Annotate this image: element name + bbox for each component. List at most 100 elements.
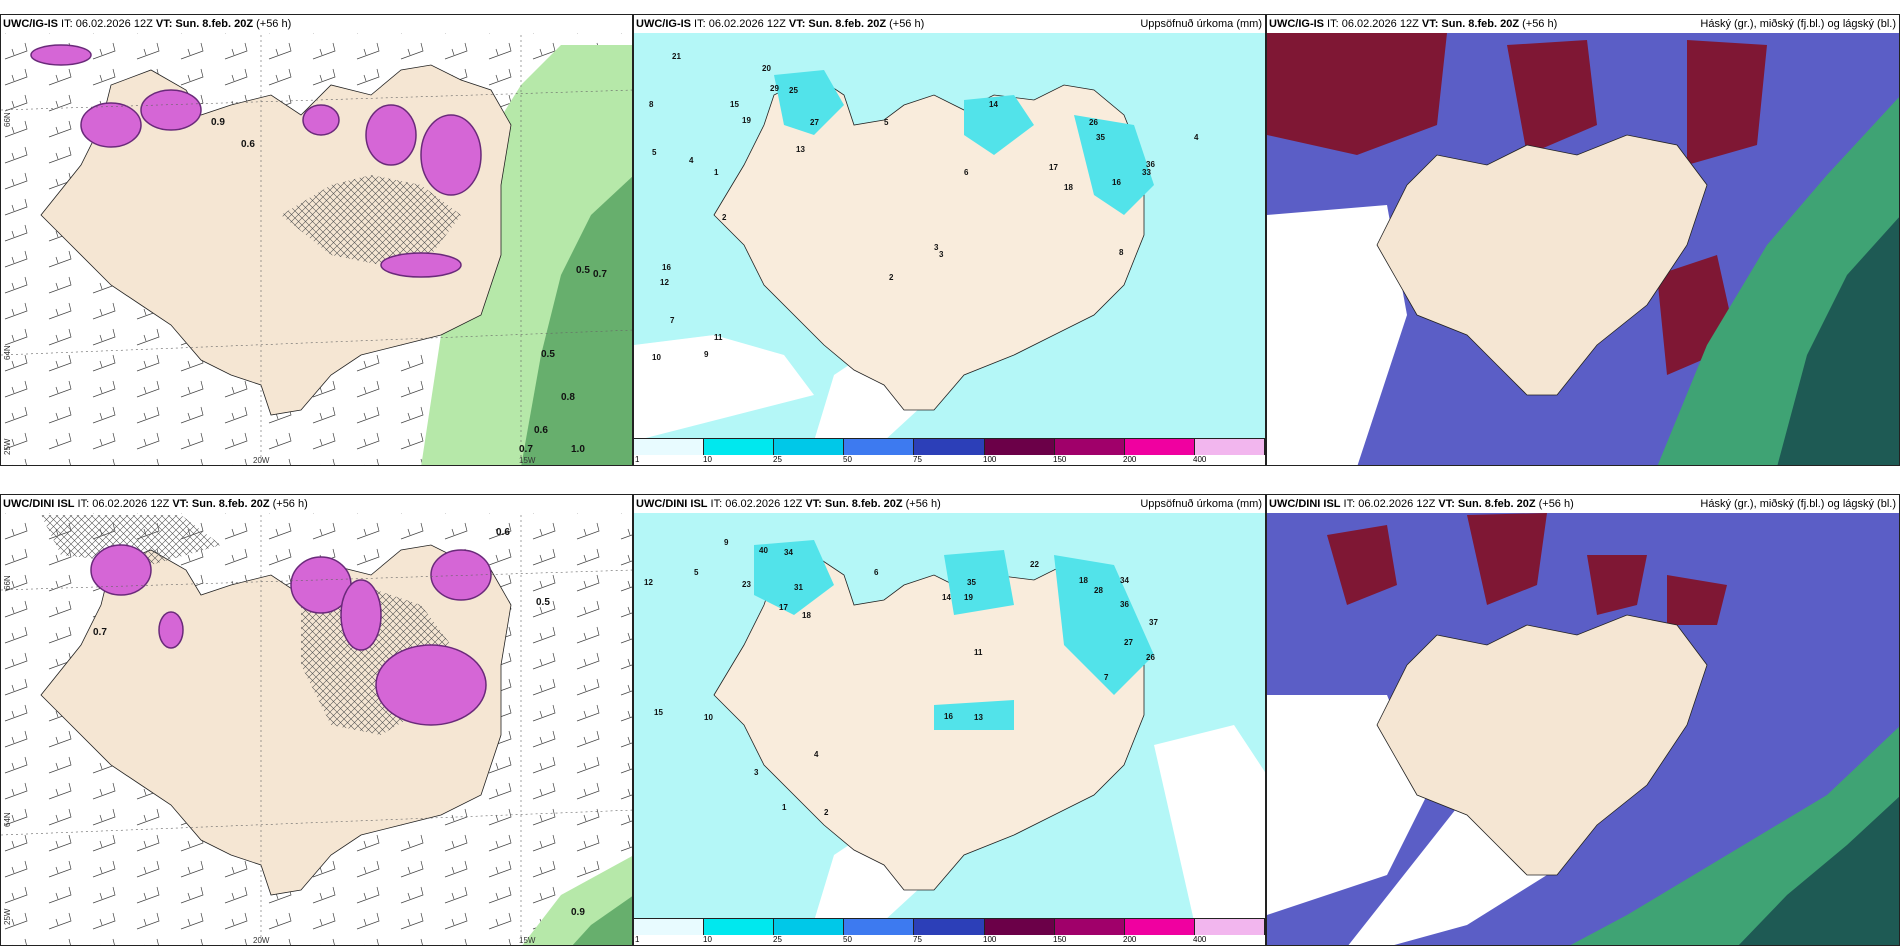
legend-tick: 25 [773,455,782,464]
precip-label: 16 [1112,178,1121,187]
precip-label: 13 [974,713,983,722]
legend-tick: 50 [843,455,852,464]
init-time: IT: 06.02.2026 12Z [1324,18,1422,30]
precip-label: 6 [964,168,969,177]
grid-line [1,515,632,945]
map-canvas: 21 8 5 4 1 2 16 12 7 11 9 10 15 19 20 29… [634,33,1265,441]
init-time: IT: 06.02.2026 12Z [58,18,156,30]
precip-label: 9 [704,350,709,359]
rain-label: 0.5 [536,597,550,608]
legend-tick: 1 [635,455,640,464]
lon-label-20w: 20W [253,456,270,465]
legend-swatch [704,439,775,455]
precip-label: 4 [1194,133,1199,142]
hatched-area [281,175,461,265]
rain-label: 0.8 [561,392,575,403]
map-canvas: 0.9 0.6 0.5 0.7 0.8 0.6 0.5 1.0 0.7 [1,15,632,465]
init-time: IT: 06.02.2026 12Z [691,18,789,30]
precip-label: 12 [660,278,669,287]
model-name: UWC/DINI ISL [1269,498,1341,510]
map-canvas: 0.5 0.6 0.7 0.9 [1,495,632,945]
precip-legend: 1 10 25 50 75 100 150 200 400 [634,918,1265,945]
precip-label: 29 [770,84,779,93]
legend-swatch [844,919,915,935]
legend-swatch [1124,439,1195,455]
precip-label: 10 [704,713,713,722]
panel-header: UWC/DINI ISL IT: 06.02.2026 12Z VT: Sun.… [634,495,1265,513]
lead-time: (+56 h) [1535,498,1574,510]
panel-r1-precip-map: UWC/IG-IS IT: 06.02.2026 12Z VT: Sun. 8.… [633,14,1266,466]
precip-label: 2 [824,808,829,817]
rain-label: 0.6 [496,527,510,538]
precip-label: 36 [1120,600,1129,609]
grid-line [1,35,632,465]
panel-r2-wind-map: UWC/DINI ISL IT: 06.02.2026 12Z VT: Sun.… [0,494,633,946]
precip-label: 17 [779,603,788,612]
precip-label: 14 [989,100,998,109]
valid-time: VT: Sun. 8.feb. 20Z [805,498,903,510]
precip-label: 18 [1064,183,1073,192]
precip-label: 12 [644,578,653,587]
rain-label: 0.9 [571,907,585,918]
rain-label: 0.5 [576,265,590,276]
model-name: UWC/IG-IS [1269,18,1324,30]
precip-label: 2 [889,273,894,282]
precip-label: 17 [1049,163,1058,172]
precip-label: 21 [672,52,681,61]
legend-tick: 150 [1053,935,1067,944]
init-time: IT: 06.02.2026 12Z [707,498,806,510]
precip-label: 33 [1142,168,1151,177]
panel-r1-wind-map: UWC/IG-IS IT: 06.02.2026 12Z VT: Sun. 8.… [0,14,633,466]
precip-label: 6 [874,568,879,577]
precip-label: 11 [714,333,723,342]
valid-time: VT: Sun. 8.feb. 20Z [788,18,887,30]
panel-header: UWC/IG-IS IT: 06.02.2026 12Z VT: Sun. 8.… [1,15,632,33]
precip-label: 16 [944,712,953,721]
precip-label: 22 [1030,560,1039,569]
legend-swatch [704,919,775,935]
rain-labels: 0.9 0.6 0.5 0.7 0.8 0.6 0.5 1.0 0.7 [211,117,607,455]
precip-label: 13 [796,145,805,154]
precip-label: 28 [1094,586,1103,595]
precip-label: 19 [964,593,973,602]
panel-title: Uppsöfnuð úrkoma (mm) [1140,498,1262,510]
init-time: IT: 06.02.2026 12Z [74,498,173,510]
precip-label: 10 [652,353,661,362]
precip-label: 4 [814,750,819,759]
lat-label-66n: 66N [3,112,12,127]
precip-label: 5 [652,148,657,157]
model-name: UWC/IG-IS [3,18,58,30]
legend-tick: 200 [1123,935,1137,944]
precip-label: 15 [654,708,663,717]
cloud-free-area [1267,695,1547,945]
legend-swatch [634,919,705,935]
panel-title: Háský (gr.), miðský (fj.bl.) og lágský (… [1700,18,1896,30]
legend-tick: 400 [1193,455,1207,464]
legend-tick: 75 [913,935,922,944]
lon-label-20w: 20W [253,936,270,945]
precip-label: 18 [802,611,811,620]
high-cloud-dark [1777,217,1899,465]
rain-label: 1.0 [571,444,585,455]
precip-label: 19 [742,116,751,125]
precip-label: 16 [662,263,671,272]
high-cloud-dark [1738,796,1899,945]
legend-tick: 150 [1053,455,1067,464]
legend-tick: 100 [983,935,997,944]
precip-label: 2 [722,213,727,222]
lead-time: (+56 h) [269,498,308,510]
valid-time: VT: Sun. 8.feb. 20Z [1421,18,1520,30]
legend-tick: 75 [913,455,922,464]
lat-label-64n: 64N [3,812,12,827]
precip-label: 23 [742,580,751,589]
legend-swatch [634,439,705,455]
snow-cells [30,44,482,278]
precip-label: 40 [759,546,768,555]
precip-label: 34 [784,548,793,557]
precip-label: 7 [670,316,675,325]
precip-label: 25 [789,86,798,95]
precip-label: 8 [1119,248,1124,257]
precip-label: 15 [730,100,739,109]
rain-band-dark [521,176,632,465]
precip-label: 35 [1096,133,1105,142]
